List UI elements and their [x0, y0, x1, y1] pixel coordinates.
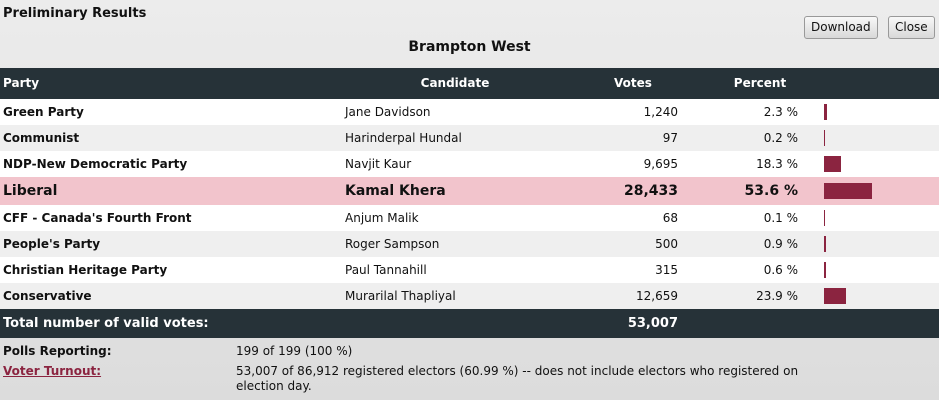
column-header: Party [3, 76, 40, 90]
percent: 2.3 % [763, 105, 798, 119]
panel-title: Preliminary Results [3, 6, 147, 21]
result-row: People's Party Roger Sampson 500 0.9 % [0, 231, 939, 257]
party: Conservative [3, 289, 92, 303]
party: NDP-New Democratic Party [3, 157, 188, 171]
candidate: Murarilal Thapliyal [345, 289, 456, 303]
total-label: Total number of valid votes: [3, 316, 209, 331]
votes: 12,659 [636, 289, 678, 303]
result-row: Liberal Kamal Khera 28,433 53.6 % [0, 177, 939, 205]
party: Green Party [3, 105, 84, 119]
candidate: Jane Davidson [345, 105, 431, 119]
votes: 28,433 [623, 183, 678, 199]
party: People's Party [3, 237, 101, 251]
percent-bar [824, 210, 826, 226]
result-row: NDP-New Democratic Party Navjit Kaur 9,695… [0, 151, 939, 177]
polls-value: 199 of 199 (100 %) [236, 344, 353, 358]
total-votes: 53,007 [627, 316, 678, 331]
percent: 53.6 % [744, 183, 798, 199]
percent: 0.1 % [763, 211, 798, 225]
percent-bar [824, 236, 826, 252]
result-row: Conservative Murarilal Thapliyal 12,659 23.… [0, 283, 939, 309]
percent: 18.3 % [756, 157, 798, 171]
turnout-link[interactable]: Voter Turnout: [3, 364, 102, 378]
table-header: Party Candidate Votes Percent [0, 68, 939, 99]
votes: 1,240 [643, 105, 678, 119]
percent-bar [824, 262, 826, 278]
result-row: CFF - Canada's Fourth Front Anjum Malik 68… [0, 205, 939, 231]
column-header: Votes [614, 76, 652, 90]
party: Christian Heritage Party [3, 263, 168, 277]
percent-bar [824, 104, 828, 120]
percent: 0.9 % [763, 237, 798, 251]
candidate: Kamal Khera [345, 183, 446, 199]
candidate: Roger Sampson [345, 237, 440, 251]
votes: 500 [655, 237, 678, 251]
polls-label: Polls Reporting: [3, 344, 112, 358]
percent-bar [824, 130, 826, 146]
percent: 0.6 % [763, 263, 798, 277]
result-row: Communist Harinderpal Hundal 97 0.2 % [0, 125, 939, 151]
download-button[interactable]: Download [804, 16, 878, 39]
total-row: Total number of valid votes: 53,007 [0, 309, 939, 338]
votes: 97 [662, 131, 678, 145]
candidate: Navjit Kaur [345, 157, 412, 171]
result-row: Christian Heritage Party Paul Tannahill 31… [0, 257, 939, 283]
candidate: Harinderpal Hundal [345, 131, 462, 145]
party: CFF - Canada's Fourth Front [3, 211, 192, 225]
candidate: Anjum Malik [345, 211, 419, 225]
turnout-value: 53,007 of 86,912 registered electors (60… [236, 364, 799, 393]
votes: 315 [655, 263, 678, 277]
result-row: Green Party Jane Davidson 1,240 2.3 % [0, 99, 939, 125]
votes: 68 [662, 211, 678, 225]
column-header: Percent [733, 76, 787, 90]
party: Liberal [3, 183, 58, 199]
percent-bar [824, 156, 842, 172]
percent: 0.2 % [763, 131, 798, 145]
candidate: Paul Tannahill [345, 263, 427, 277]
close-button[interactable]: Close [888, 16, 935, 39]
percent: 23.9 % [756, 289, 798, 303]
votes: 9,695 [643, 157, 678, 171]
riding-name: Brampton West [408, 39, 531, 55]
party: Communist [3, 131, 80, 145]
percent-bar [824, 183, 873, 199]
column-header: Candidate [420, 76, 490, 90]
percent-bar [824, 288, 847, 304]
